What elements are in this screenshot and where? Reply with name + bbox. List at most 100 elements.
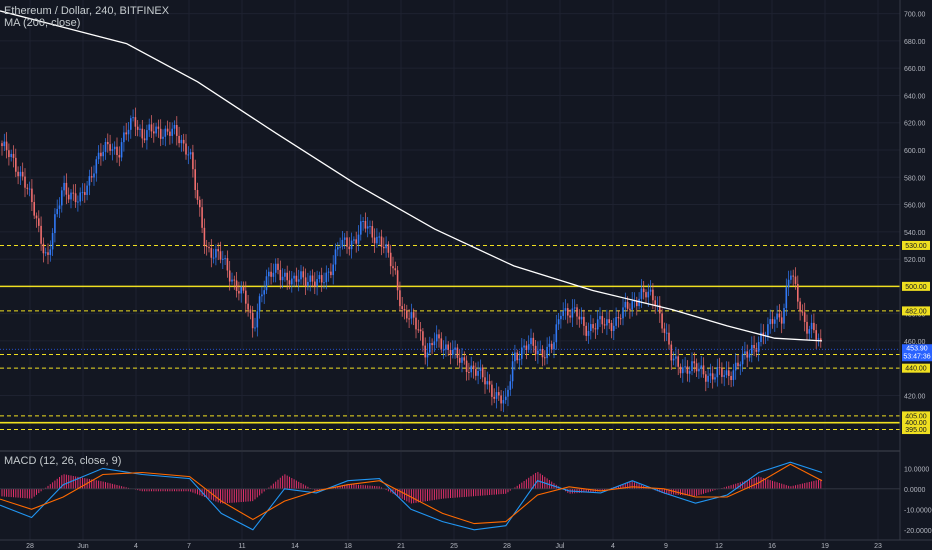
candle-body [385, 244, 387, 249]
macd-tick-label: -20.0000 [904, 528, 932, 535]
candle-body [739, 364, 742, 367]
candle-body [304, 277, 307, 287]
candle-body [88, 176, 91, 186]
candle-body [3, 141, 6, 147]
candle-body [709, 373, 712, 376]
candle-body [801, 311, 804, 313]
candle-body [38, 218, 40, 226]
candle-body [806, 321, 808, 334]
ma-indicator-label[interactable]: MA (200, close) [4, 17, 81, 29]
candle-body [8, 150, 10, 158]
price-axis[interactable] [900, 0, 932, 540]
candle-body [693, 361, 696, 364]
candle-body [624, 301, 627, 308]
candle-body [438, 334, 440, 339]
candle-body [318, 275, 321, 280]
last-price-value: 453.90 [906, 346, 928, 353]
candle-body [580, 316, 583, 320]
candle-body [546, 346, 548, 359]
candle-body [702, 365, 705, 375]
candle-body [615, 317, 617, 326]
candle-body [378, 236, 380, 238]
candle-body [187, 154, 190, 156]
candle-body [590, 324, 592, 331]
candle-body [534, 345, 537, 355]
time-tick-label: 25 [450, 543, 458, 550]
candle-body [362, 221, 364, 223]
candle-body [182, 139, 185, 144]
candle-body [456, 347, 459, 358]
candle-body [355, 239, 357, 244]
candle-body [116, 146, 118, 156]
time-tick-label: 18 [344, 543, 352, 550]
candle-body [240, 286, 242, 294]
candle-body [562, 311, 564, 316]
candle-body [504, 396, 507, 401]
candle-body [688, 371, 691, 374]
candle-body [780, 317, 783, 324]
candle-body [180, 139, 183, 144]
candle-body [261, 294, 263, 297]
candle-body [550, 343, 553, 350]
candle-body [81, 192, 84, 194]
candle-body [369, 226, 371, 228]
candle-body [270, 271, 272, 277]
candle-body [84, 192, 86, 195]
candle-body [799, 301, 801, 312]
time-tick-label: 19 [821, 543, 829, 550]
level-tag-label: 440.00 [905, 366, 927, 373]
candle-body [102, 151, 104, 157]
candle-body [472, 365, 475, 370]
candle-body [705, 374, 707, 382]
level-tag-box [902, 363, 930, 373]
candle-body [670, 344, 673, 361]
time-tick-label: 4 [134, 543, 138, 550]
price-tick-label: 620.00 [904, 121, 926, 128]
candle-body [677, 356, 679, 367]
price-tick-label: 460.00 [904, 339, 926, 346]
candle-body [594, 328, 597, 330]
candle-body [785, 287, 788, 309]
price-tick-label: 680.00 [904, 39, 926, 46]
candle-body [224, 258, 226, 260]
candle-body [675, 356, 677, 359]
candle-body [113, 146, 116, 150]
candle-body [215, 249, 217, 258]
price-tick-label: 640.00 [904, 93, 926, 100]
candle-body [817, 338, 820, 340]
candle-body [58, 205, 61, 209]
candle-body [35, 215, 38, 219]
candle-body [284, 272, 286, 277]
candle-body [493, 396, 495, 399]
candle-body [435, 334, 438, 342]
candle-body [440, 338, 443, 350]
candle-body [537, 350, 539, 355]
candle-body [65, 182, 68, 195]
candle-body [707, 375, 709, 382]
candle-body [208, 247, 210, 249]
candle-body [479, 367, 482, 371]
time-tick-label: Jun [77, 543, 88, 550]
candle-body [300, 271, 302, 280]
candle-body [166, 128, 169, 132]
candle-body [274, 263, 277, 273]
candle-body [486, 381, 489, 385]
candle-body [219, 251, 222, 260]
candle-body [406, 310, 408, 319]
candle-body [268, 271, 270, 277]
candle-body [636, 300, 638, 307]
candle-body [10, 153, 12, 158]
candle-body [171, 128, 173, 136]
candle-body [599, 316, 601, 320]
candle-body [54, 214, 56, 234]
symbol-title[interactable]: Ethereum / Dollar, 240, BITFINEX [4, 5, 170, 17]
macd-indicator-label[interactable]: MACD (12, 26, close, 9) [4, 455, 122, 467]
candle-body [592, 324, 594, 329]
time-axis[interactable] [0, 540, 932, 550]
candle-body [323, 282, 325, 284]
candle-body [516, 352, 518, 361]
candle-body [481, 367, 484, 378]
candle-body [461, 357, 463, 363]
candle-body [730, 375, 732, 381]
